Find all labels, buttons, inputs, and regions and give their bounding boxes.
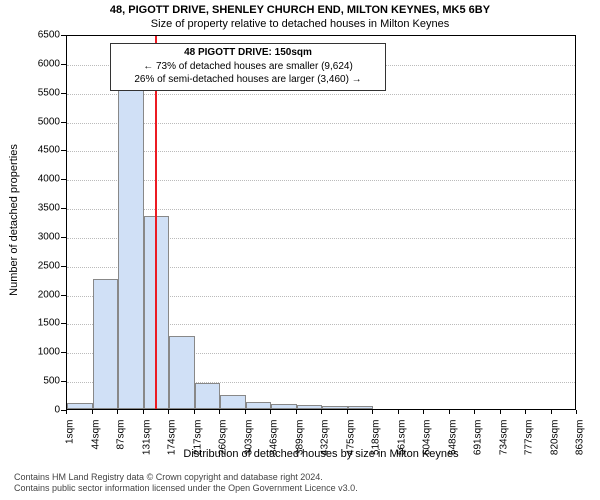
x-tick-label: 734sqm (498, 420, 509, 456)
y-tick (61, 323, 66, 324)
y-tick-label: 500 (10, 376, 60, 387)
x-tick-label: 820sqm (549, 420, 560, 456)
x-tick (270, 410, 271, 414)
x-tick-label: 1sqm (65, 420, 76, 444)
x-tick-label: 863sqm (575, 420, 586, 456)
y-tick (61, 381, 66, 382)
x-tick (321, 410, 322, 414)
page-title-line2: Size of property relative to detached ho… (0, 18, 600, 30)
x-tick (143, 410, 144, 414)
x-tick-label: 260sqm (218, 420, 229, 456)
annotation-line2: ← 73% of detached houses are smaller (9,… (115, 60, 381, 74)
y-tick (61, 93, 66, 94)
y-tick-label: 6500 (10, 30, 60, 41)
x-tick (245, 410, 246, 414)
annotation-line1: 48 PIGOTT DRIVE: 150sqm (115, 46, 381, 60)
x-tick-label: 432sqm (320, 420, 331, 456)
x-tick (66, 410, 67, 414)
x-tick-label: 604sqm (422, 420, 433, 456)
x-tick (449, 410, 450, 414)
x-tick-label: 648sqm (447, 420, 458, 456)
x-tick (194, 410, 195, 414)
x-tick (398, 410, 399, 414)
x-tick (117, 410, 118, 414)
footer-attribution: Contains HM Land Registry data © Crown c… (14, 472, 590, 495)
y-tick (61, 35, 66, 36)
x-tick-label: 691sqm (473, 420, 484, 456)
histogram-bar (195, 383, 221, 409)
y-axis-label: Number of detached properties (8, 144, 20, 296)
x-tick-label: 87sqm (116, 420, 127, 450)
x-tick-label: 217sqm (192, 420, 203, 456)
x-tick-label: 518sqm (371, 420, 382, 456)
y-tick (61, 352, 66, 353)
y-tick-label: 1500 (10, 318, 60, 329)
y-tick (61, 208, 66, 209)
y-tick-label: 3500 (10, 203, 60, 214)
y-tick (61, 179, 66, 180)
histogram-bar (348, 406, 374, 409)
y-tick-label: 2000 (10, 289, 60, 300)
histogram-bar (169, 336, 195, 409)
x-tick (347, 410, 348, 414)
y-tick-label: 5000 (10, 116, 60, 127)
x-tick (296, 410, 297, 414)
y-tick-label: 4000 (10, 174, 60, 185)
plot-area (66, 35, 576, 410)
histogram-bar (246, 402, 272, 410)
annotation-line3: 26% of semi-detached houses are larger (… (115, 73, 381, 87)
y-tick-label: 5500 (10, 87, 60, 98)
x-tick (500, 410, 501, 414)
y-tick-label: 2500 (10, 260, 60, 271)
x-tick (219, 410, 220, 414)
y-tick-label: 1000 (10, 347, 60, 358)
y-tick (61, 266, 66, 267)
footer-line2: Contains public sector information licen… (14, 483, 590, 494)
x-tick (525, 410, 526, 414)
y-tick-label: 4500 (10, 145, 60, 156)
histogram-bar (322, 406, 348, 409)
x-tick (551, 410, 552, 414)
x-tick-label: 561sqm (396, 420, 407, 456)
y-tick-label: 3000 (10, 231, 60, 242)
y-tick-label: 6000 (10, 58, 60, 69)
histogram-bar (271, 404, 297, 409)
x-tick (423, 410, 424, 414)
x-tick-label: 389sqm (294, 420, 305, 456)
x-tick (576, 410, 577, 414)
histogram-bar (67, 403, 93, 409)
x-tick-label: 346sqm (269, 420, 280, 456)
x-tick (474, 410, 475, 414)
x-tick-label: 303sqm (243, 420, 254, 456)
y-tick (61, 150, 66, 151)
y-tick (61, 295, 66, 296)
footer-line1: Contains HM Land Registry data © Crown c… (14, 472, 590, 483)
x-tick (168, 410, 169, 414)
histogram-bar (220, 395, 246, 409)
y-tick-label: 0 (10, 405, 60, 416)
histogram-bar (93, 279, 119, 409)
x-tick-label: 174sqm (167, 420, 178, 456)
x-tick (372, 410, 373, 414)
x-tick-label: 44sqm (90, 420, 101, 450)
y-tick (61, 237, 66, 238)
y-tick (61, 122, 66, 123)
x-tick-label: 131sqm (141, 420, 152, 456)
x-tick-label: 475sqm (345, 420, 356, 456)
histogram-bar (118, 89, 144, 409)
histogram-bar (297, 405, 323, 409)
x-tick (92, 410, 93, 414)
x-tick-label: 777sqm (524, 420, 535, 456)
reference-annotation: 48 PIGOTT DRIVE: 150sqm ← 73% of detache… (110, 43, 386, 91)
page-title-line1: 48, PIGOTT DRIVE, SHENLEY CHURCH END, MI… (0, 4, 600, 16)
reference-line (155, 36, 157, 409)
y-tick (61, 64, 66, 65)
